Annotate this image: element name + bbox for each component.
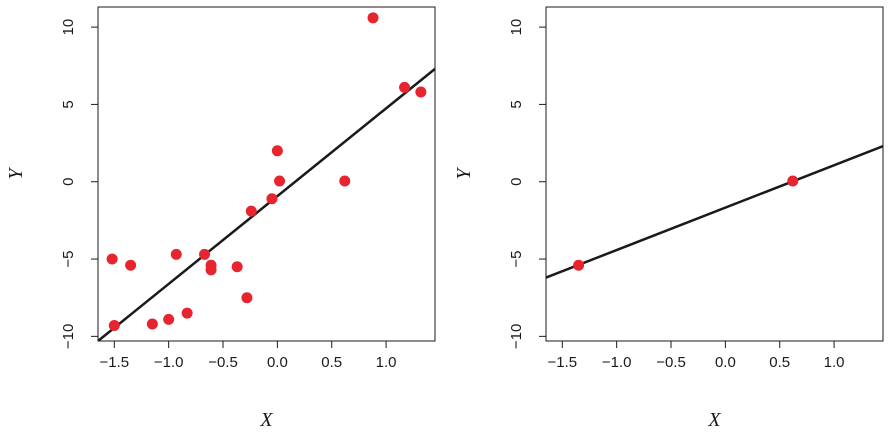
data-point xyxy=(170,248,182,260)
data-point xyxy=(181,307,193,319)
plot-frame xyxy=(545,6,884,342)
data-point xyxy=(199,248,211,260)
fit-line xyxy=(98,67,435,341)
y-tick-label: −5 xyxy=(508,250,525,267)
x-tick-label: 0.0 xyxy=(267,354,288,371)
x-tick-label: −0.5 xyxy=(208,354,238,371)
y-tick-label: 5 xyxy=(508,100,525,108)
y-axis-title: Y xyxy=(453,167,475,180)
y-tick-label: 10 xyxy=(60,19,77,36)
data-point xyxy=(205,264,217,276)
right-scatter-panel: −1.5 −1.0 −0.5 0.0 0.5 1.0 −10 −5 0 5 10 X Y xyxy=(453,6,884,431)
data-point xyxy=(106,253,118,265)
data-point xyxy=(415,86,427,98)
y-tick-label: 0 xyxy=(60,178,77,186)
x-axis-title: X xyxy=(259,409,273,431)
x-tick-label: −1.5 xyxy=(547,354,577,371)
y-tick-label: −5 xyxy=(60,250,77,267)
x-tick-label: 0.5 xyxy=(321,354,342,371)
data-point xyxy=(266,193,278,205)
fit-line xyxy=(546,145,883,279)
data-point xyxy=(146,318,158,330)
data-point xyxy=(241,292,253,304)
x-tick-label: 0.0 xyxy=(715,354,736,371)
x-tick-label: −1.5 xyxy=(99,354,129,371)
y-tick-label: 10 xyxy=(508,19,525,36)
data-point xyxy=(271,145,283,157)
data-point xyxy=(108,320,120,332)
data-point xyxy=(125,259,137,271)
y-tick-label: −10 xyxy=(508,324,525,349)
left-scatter-panel: −1.5 −1.0 −0.5 0.0 0.5 1.0 −10 −5 0 5 10 X Y xyxy=(5,6,436,431)
y-axis-title: Y xyxy=(5,167,27,180)
x-tick-label: 1.0 xyxy=(824,354,845,371)
data-point xyxy=(399,81,411,93)
x-tick-label: 0.5 xyxy=(769,354,790,371)
data-point xyxy=(573,259,585,271)
data-point xyxy=(163,313,175,325)
x-axis-title: X xyxy=(707,409,721,431)
y-tick-label: 5 xyxy=(60,100,77,108)
x-tick-label: −1.0 xyxy=(602,354,632,371)
plot-frame xyxy=(97,6,436,342)
data-point xyxy=(245,205,257,217)
data-point xyxy=(367,12,379,24)
x-tick-label: −1.0 xyxy=(154,354,184,371)
data-point xyxy=(787,175,799,187)
x-tick-label: 1.0 xyxy=(376,354,397,371)
x-tick-label: −0.5 xyxy=(656,354,686,371)
y-tick-label: −10 xyxy=(60,324,77,349)
data-point xyxy=(231,261,243,273)
data-point xyxy=(274,175,286,187)
y-tick-label: 0 xyxy=(508,178,525,186)
data-point xyxy=(339,175,351,187)
